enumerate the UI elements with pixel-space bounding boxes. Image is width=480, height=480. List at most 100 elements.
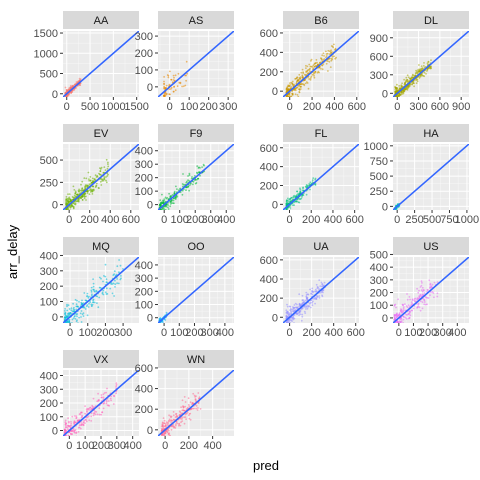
data-point (78, 199, 80, 201)
data-point (316, 295, 319, 298)
data-point (395, 306, 397, 309)
data-point (195, 178, 198, 181)
data-point (85, 408, 88, 411)
data-point (187, 397, 190, 400)
data-point (95, 182, 98, 185)
data-point (92, 282, 95, 285)
data-point (112, 403, 115, 405)
data-point (188, 174, 191, 177)
data-point (420, 289, 423, 292)
data-point (303, 310, 306, 313)
data-point (298, 314, 300, 316)
data-point (201, 166, 204, 169)
data-point (69, 311, 72, 314)
data-point (159, 210, 161, 212)
data-point (296, 86, 299, 89)
data-point (393, 304, 396, 307)
data-point (426, 70, 428, 72)
x-tick-label: 750 (440, 214, 458, 226)
data-point (396, 90, 399, 92)
data-point (115, 273, 118, 276)
facet-strip (283, 124, 359, 142)
data-point (406, 322, 407, 323)
y-tick-label: 600 (260, 255, 278, 267)
data-point (288, 85, 291, 87)
data-point (80, 416, 83, 419)
data-point (114, 286, 116, 288)
data-point (425, 73, 427, 75)
data-point (309, 78, 312, 81)
data-point (286, 201, 288, 203)
data-point (163, 86, 166, 89)
data-point (85, 420, 88, 423)
data-point (405, 80, 407, 83)
facet-label: WN (187, 354, 205, 366)
data-point (169, 203, 172, 205)
data-point (191, 402, 194, 405)
data-point (175, 413, 177, 415)
data-point (165, 98, 167, 100)
data-point (69, 209, 72, 210)
data-point (394, 98, 396, 100)
data-point (180, 421, 182, 424)
data-point (80, 189, 82, 192)
data-point (194, 178, 197, 181)
data-point (301, 294, 304, 297)
data-point (162, 417, 165, 419)
data-point (71, 415, 74, 418)
y-tick-label: 0 (147, 200, 153, 212)
y-tick-label: 0 (382, 313, 388, 325)
data-point (166, 430, 169, 433)
data-point (416, 287, 418, 290)
data-point (64, 322, 66, 323)
data-point (285, 324, 287, 326)
data-point (289, 319, 292, 321)
data-point (103, 166, 106, 169)
data-point (91, 190, 94, 193)
data-point (293, 327, 295, 329)
data-point (290, 324, 292, 326)
data-point (165, 98, 167, 100)
data-point (182, 405, 184, 408)
data-point (65, 437, 67, 439)
data-point (420, 65, 423, 68)
data-point (88, 189, 91, 192)
y-tick-label: 0 (272, 312, 278, 324)
data-point (181, 420, 184, 422)
data-point (305, 70, 308, 73)
data-point (78, 426, 81, 429)
data-point (323, 55, 325, 57)
data-point (74, 298, 77, 301)
data-point (305, 64, 307, 67)
data-point (164, 96, 166, 97)
x-tick-label: 400 (324, 214, 342, 226)
data-point (77, 322, 79, 323)
data-point (65, 98, 67, 100)
data-point (102, 396, 105, 399)
data-point (80, 316, 82, 318)
data-point (164, 209, 167, 210)
data-point (194, 398, 197, 401)
data-point (333, 43, 335, 46)
data-point (159, 210, 161, 212)
data-point (75, 435, 78, 436)
data-point (197, 177, 200, 180)
data-point (106, 175, 109, 177)
x-tick-label: 0 (287, 327, 293, 339)
data-point (320, 285, 323, 288)
data-point (321, 54, 324, 57)
data-point (182, 85, 185, 88)
data-point (110, 395, 112, 398)
data-point (170, 78, 173, 81)
y-tick-label: 300 (135, 273, 153, 285)
data-point (102, 280, 104, 283)
facet-label: EV (94, 128, 109, 140)
data-point (285, 96, 288, 97)
data-point (182, 409, 185, 412)
data-point (73, 315, 76, 318)
data-point (397, 298, 399, 301)
data-point (318, 279, 321, 281)
data-point (314, 62, 316, 65)
data-point (111, 292, 114, 295)
